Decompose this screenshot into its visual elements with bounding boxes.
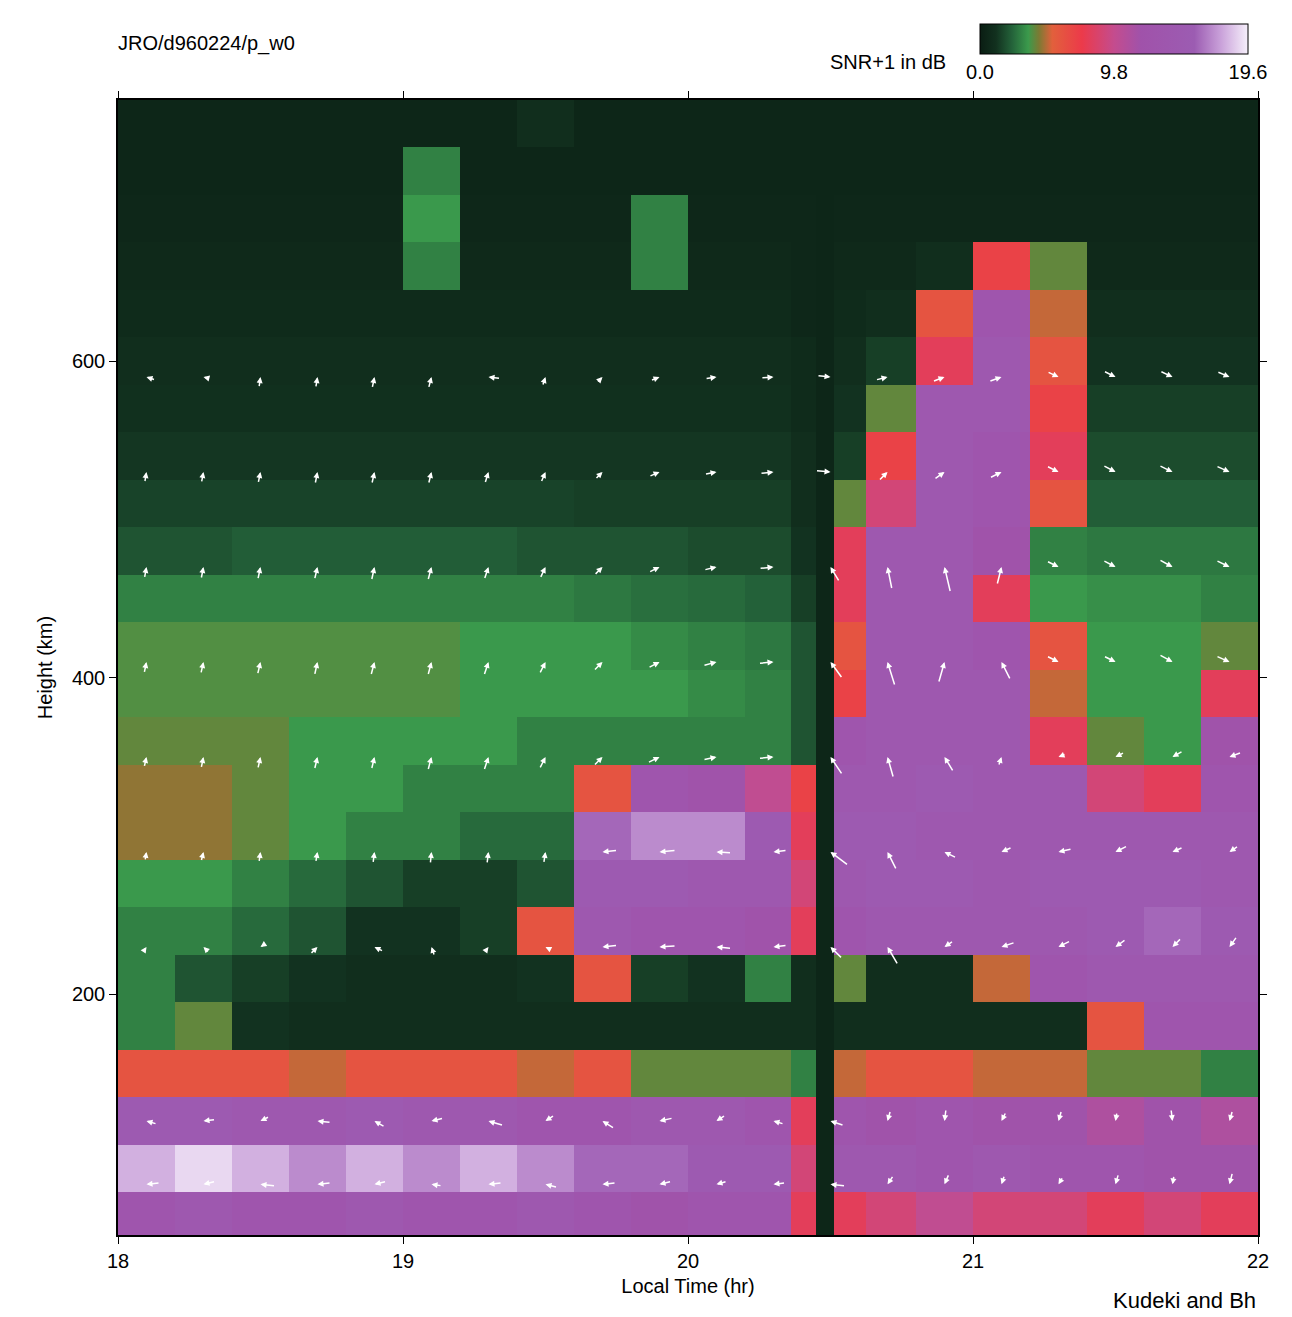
svg-text:19.6: 19.6 xyxy=(1229,61,1268,83)
svg-text:Height (km): Height (km) xyxy=(34,616,56,719)
svg-text:20: 20 xyxy=(677,1250,699,1272)
svg-text:21: 21 xyxy=(962,1250,984,1272)
svg-text:Kudeki and Bh: Kudeki and Bh xyxy=(1113,1288,1256,1313)
svg-text:22: 22 xyxy=(1247,1250,1269,1272)
svg-text:JRO/d960224/p_w0: JRO/d960224/p_w0 xyxy=(118,32,295,55)
svg-text:Local Time (hr): Local Time (hr) xyxy=(621,1275,754,1297)
svg-text:400: 400 xyxy=(72,667,105,689)
svg-text:19: 19 xyxy=(392,1250,414,1272)
svg-text:9.8: 9.8 xyxy=(1100,61,1128,83)
svg-text:18: 18 xyxy=(107,1250,129,1272)
svg-text:0.0: 0.0 xyxy=(966,61,994,83)
svg-text:600: 600 xyxy=(72,350,105,372)
svg-text:200: 200 xyxy=(72,983,105,1005)
svg-text:SNR+1 in dB: SNR+1 in dB xyxy=(830,51,946,73)
